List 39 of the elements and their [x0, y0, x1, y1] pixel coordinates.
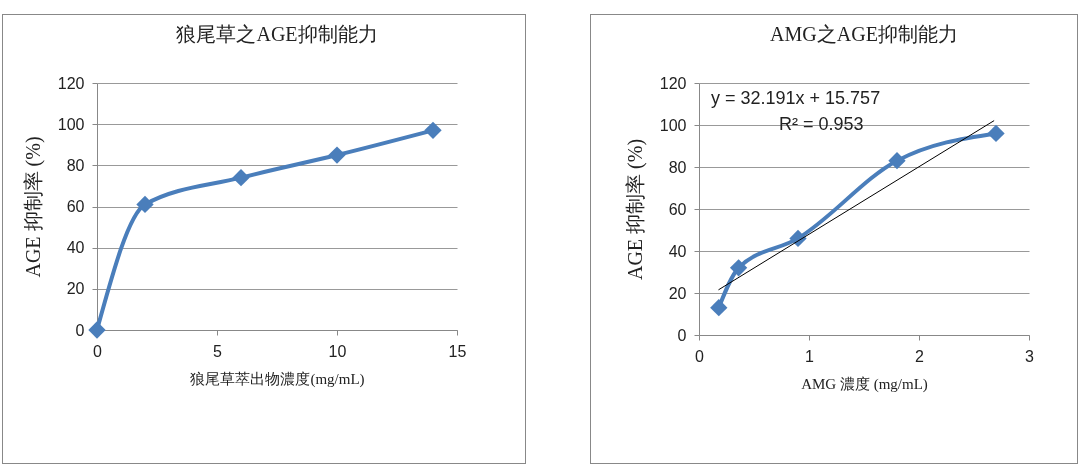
x-tick-label: 5 [213, 342, 223, 360]
chart-title: AMG之AGE抑制能力 [770, 23, 958, 45]
y-tick-label: 0 [75, 321, 85, 339]
point [88, 321, 106, 339]
x-tick-label: 3 [1025, 347, 1035, 365]
point [987, 124, 1005, 143]
annotation: y = 32.191x + 15.757 [711, 88, 881, 108]
x-axis-title: 狼尾草萃出物濃度(mg/mL) [190, 370, 365, 388]
y-tick-label: 120 [57, 74, 85, 92]
y-tick-label: 20 [66, 280, 85, 298]
x-tick-label: 2 [915, 347, 925, 365]
point [710, 299, 728, 317]
y-axis-title: AGE 抑制率 (%) [21, 136, 45, 278]
y-tick-label: 60 [668, 200, 687, 218]
point [232, 169, 250, 187]
point [888, 152, 906, 170]
x-tick-label: 10 [328, 342, 347, 360]
y-tick-label: 60 [66, 198, 85, 215]
point [328, 146, 346, 164]
y-tick-label: 40 [668, 242, 687, 260]
x-tick-label: 0 [93, 342, 103, 360]
annotation: R² = 0.953 [779, 114, 864, 134]
y-axis-title: AGE 抑制率 (%) [623, 138, 647, 281]
point [136, 195, 154, 214]
y-tick-label: 100 [57, 115, 85, 133]
point [424, 121, 442, 139]
y-tick-label: 120 [659, 74, 687, 92]
y-tick-label: 20 [668, 284, 687, 302]
y-tick-label: 80 [668, 158, 687, 176]
x-axis-title: AMG 濃度 (mg/mL) [801, 375, 928, 393]
x-tick-label: 15 [448, 342, 467, 360]
y-tick-label: 80 [66, 156, 85, 174]
x-tick-label: 1 [805, 347, 815, 365]
y-tick-label: 100 [659, 116, 687, 134]
y-tick-label: 40 [66, 239, 85, 257]
x-tick-label: 0 [695, 347, 705, 365]
chart-title: 狼尾草之AGE抑制能力 [176, 23, 378, 45]
point [729, 259, 748, 277]
y-tick-label: 0 [677, 326, 687, 344]
